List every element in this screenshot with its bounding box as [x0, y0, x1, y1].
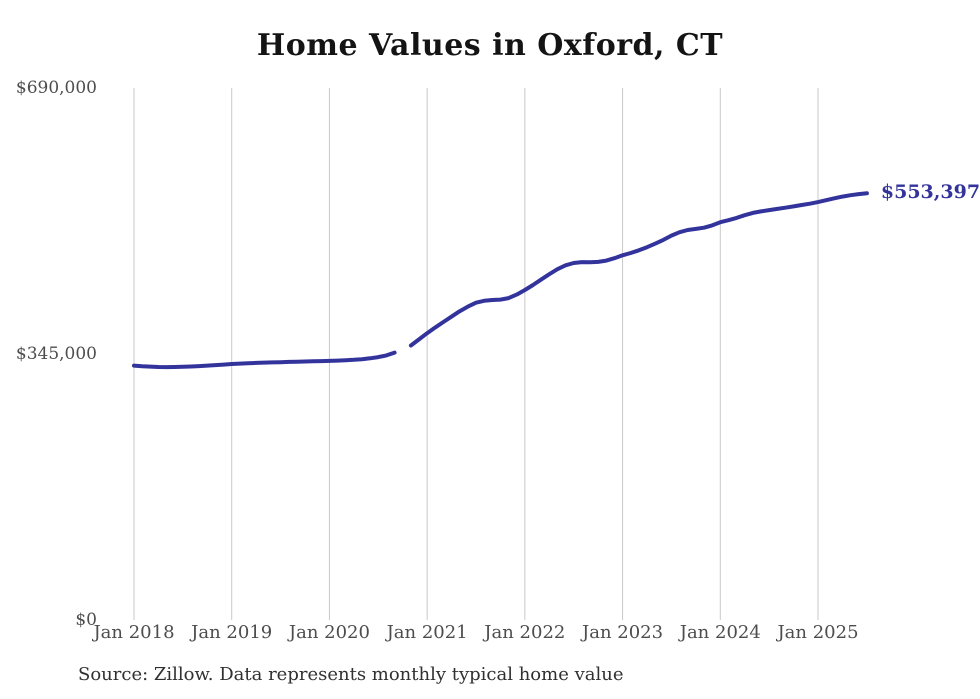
x-axis-label-jan-2020: Jan 2020 — [288, 622, 370, 643]
y-axis-label-345000: $345,000 — [15, 344, 97, 364]
source-note: Source: Zillow. Data represents monthly … — [78, 664, 624, 685]
x-axis-label-jan-2023: Jan 2023 — [582, 622, 664, 643]
home-value-series-line — [132, 191, 869, 370]
x-axis-label-jan-2018: Jan 2018 — [93, 622, 175, 643]
y-axis-label-690000: $690,000 — [15, 78, 97, 98]
x-axis-label-jan-2019: Jan 2019 — [191, 622, 273, 643]
latest-value-label: $553,397 — [880, 181, 980, 204]
x-axis-label-jan-2024: Jan 2024 — [679, 622, 761, 643]
x-axis-label-jan-2022: Jan 2022 — [484, 622, 566, 643]
x-axis-label-jan-2021: Jan 2021 — [386, 622, 468, 643]
y-axis-label-0: $0 — [75, 610, 97, 630]
chart-title: Home Values in Oxford, CT — [256, 28, 724, 63]
x-axis-label-jan-2025: Jan 2025 — [777, 622, 859, 643]
